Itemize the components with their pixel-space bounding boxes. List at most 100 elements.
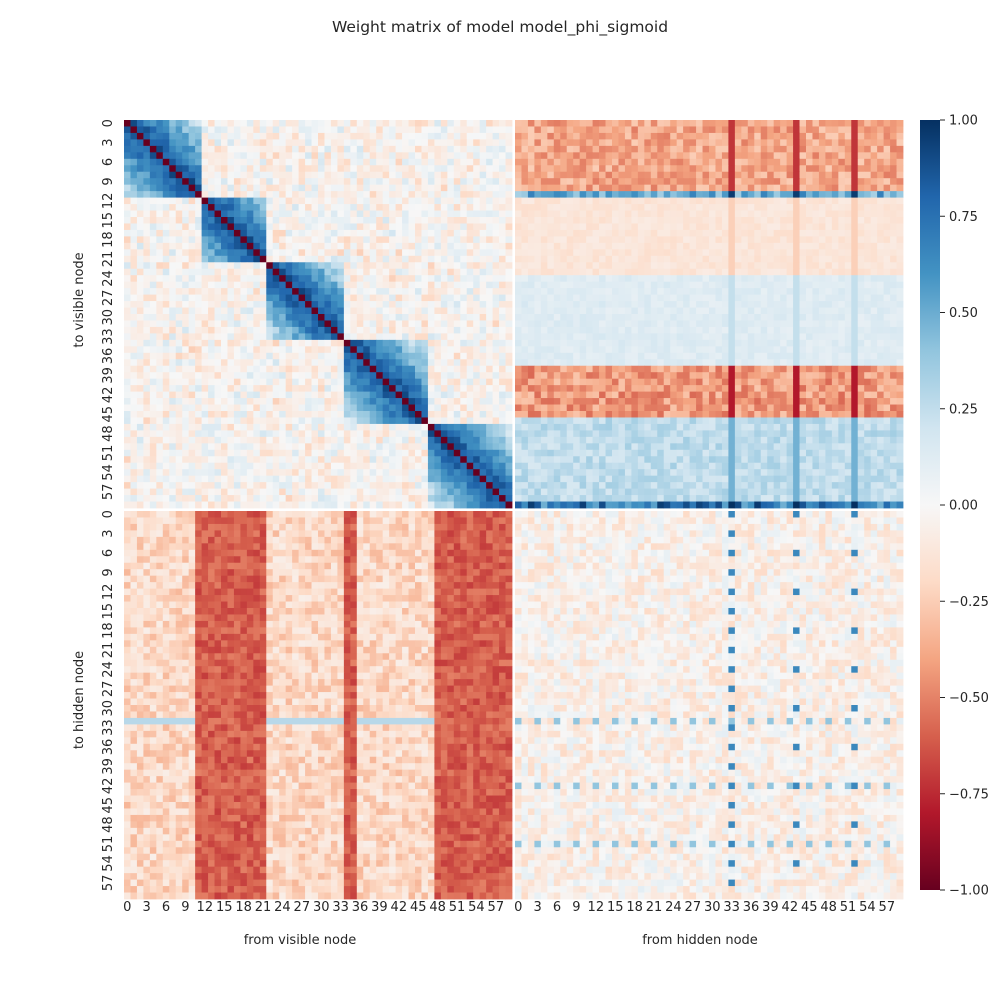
heatmap-cell: [175, 152, 183, 160]
heatmap-cell: [272, 281, 280, 289]
heatmap-cell: [311, 307, 319, 315]
heatmap-cell: [156, 165, 164, 173]
heatmap-cell: [402, 217, 409, 224]
heatmap-cell: [650, 184, 658, 192]
heatmap-cell: [676, 171, 684, 179]
heatmap-cell: [434, 275, 442, 283]
heatmap-cell: [136, 126, 144, 134]
heatmap-cell: [780, 339, 787, 347]
heatmap-cell: [540, 294, 548, 302]
heatmap-cell: [825, 242, 833, 250]
heatmap-cell: [175, 204, 183, 211]
heatmap-cell: [806, 139, 813, 147]
heatmap-cell: [279, 326, 287, 334]
heatmap-cell: [175, 352, 183, 360]
heatmap-cell: [240, 275, 248, 283]
heatmap-cell: [767, 126, 775, 134]
heatmap-cell: [844, 262, 852, 270]
heatmap-cell: [624, 320, 632, 328]
heatmap-cell: [592, 307, 600, 315]
heatmap-cell: [883, 229, 891, 237]
heatmap-cell: [363, 139, 371, 147]
heatmap-cell: [447, 223, 455, 231]
heatmap-cell: [812, 301, 820, 308]
heatmap-cell: [599, 307, 606, 315]
heatmap-cell: [169, 339, 177, 347]
heatmap-cell: [221, 229, 228, 237]
heatmap-cell: [734, 268, 742, 276]
heatmap-cell: [259, 307, 267, 315]
heatmap-cell: [890, 262, 897, 270]
heatmap-cell: [799, 281, 807, 289]
heatmap-cell: [201, 378, 209, 386]
heatmap-cell: [709, 126, 716, 134]
heatmap-cell: [540, 191, 548, 198]
heatmap-cell: [350, 152, 358, 160]
heatmap-cell: [499, 229, 506, 237]
heatmap-cell: [130, 249, 138, 257]
heatmap-cell: [644, 346, 652, 354]
heatmap-cell: [318, 152, 325, 160]
heatmap-cell: [208, 126, 215, 134]
heatmap-cell: [143, 152, 151, 160]
heatmap-cell: [343, 301, 351, 308]
heatmap-cell: [754, 307, 762, 315]
heatmap-cell: [799, 378, 807, 386]
heatmap-cell: [149, 145, 157, 153]
heatmap-cell: [195, 126, 202, 134]
heatmap-cell: [259, 217, 267, 224]
heatmap-cell: [343, 171, 351, 179]
heatmap-cell: [460, 152, 468, 160]
heatmap-cell: [890, 197, 897, 205]
heatmap-cell: [369, 204, 377, 211]
heatmap-cell: [473, 204, 481, 211]
heatmap-cell: [473, 255, 481, 263]
heatmap-cell: [473, 223, 481, 231]
heatmap-cell: [208, 197, 215, 205]
heatmap-cell: [259, 339, 267, 347]
heatmap-cell: [612, 139, 619, 147]
heatmap-cell: [586, 145, 593, 153]
heatmap-cell: [453, 126, 461, 134]
heatmap-cell: [767, 223, 775, 231]
heatmap-cell: [605, 333, 613, 341]
heatmap-cell: [130, 132, 138, 140]
heatmap-cell: [499, 249, 506, 257]
heatmap-cell: [702, 223, 710, 231]
heatmap-cell: [169, 262, 177, 270]
heatmap-cell: [540, 378, 548, 386]
heatmap-cell: [486, 294, 493, 302]
heatmap-cell: [162, 229, 170, 237]
heatmap-cell: [586, 385, 593, 392]
heatmap-cell: [760, 132, 768, 140]
heatmap-cell: [560, 236, 568, 244]
heatmap-cell: [734, 301, 742, 308]
heatmap-cell: [363, 288, 371, 295]
heatmap-cell: [421, 307, 429, 315]
heatmap-cell: [553, 339, 561, 347]
heatmap-cell: [440, 372, 448, 380]
heatmap-cell: [696, 126, 703, 134]
heatmap-cell: [473, 339, 481, 347]
heatmap-cell: [696, 365, 703, 373]
heatmap-cell: [246, 242, 254, 250]
heatmap-cell: [311, 145, 319, 153]
heatmap-cell: [143, 288, 151, 295]
heatmap-cell: [741, 320, 749, 328]
heatmap-cell: [350, 171, 358, 179]
heatmap-cell: [683, 158, 690, 166]
heatmap-cell: [715, 255, 723, 263]
heatmap-cell: [486, 326, 493, 334]
heatmap-cell: [553, 171, 561, 179]
heatmap-cell: [864, 352, 872, 360]
heatmap-cell: [573, 365, 581, 373]
heatmap-cell: [266, 229, 274, 237]
heatmap-cell: [298, 314, 306, 321]
heatmap-cell: [233, 217, 241, 224]
heatmap-cell: [663, 339, 671, 347]
heatmap-cell: [612, 178, 619, 186]
heatmap-cell: [676, 294, 684, 302]
heatmap-cell: [492, 229, 500, 237]
heatmap-cell: [279, 372, 287, 380]
heatmap-cell: [734, 152, 742, 160]
